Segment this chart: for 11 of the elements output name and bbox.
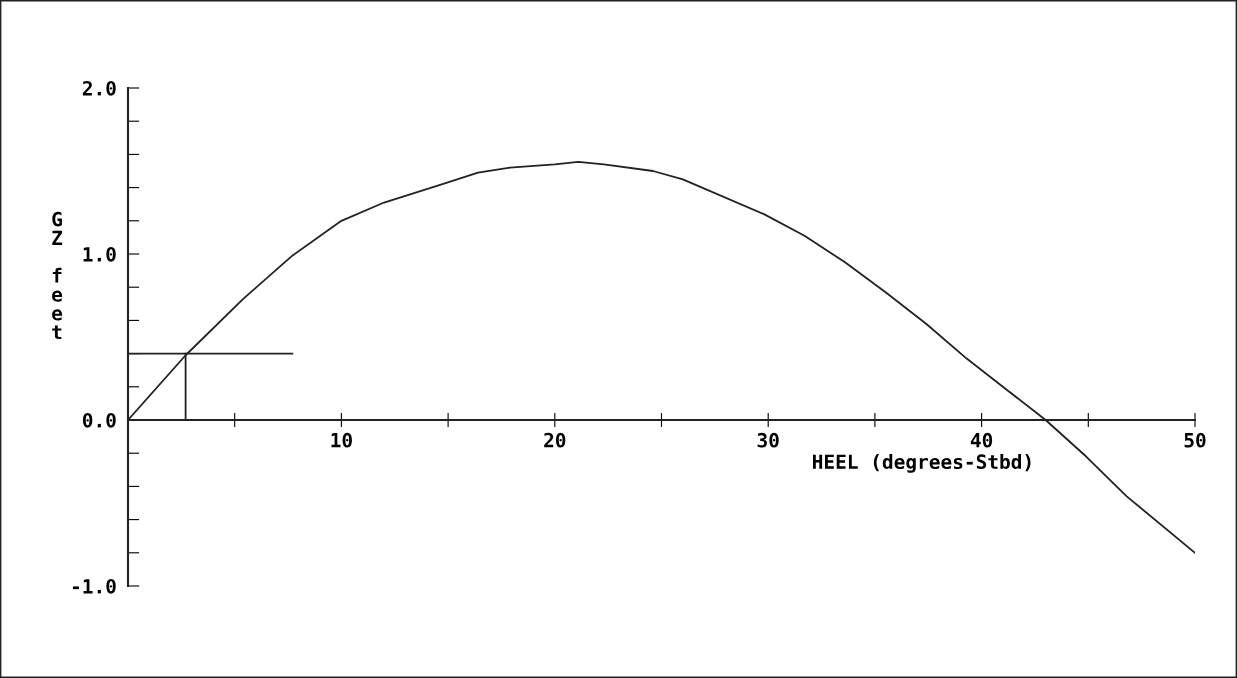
y-axis-title: GZ feet xyxy=(52,211,63,340)
x-tick-label: 40 xyxy=(970,432,993,448)
x-axis-title: HEEL (degrees-Stbd) xyxy=(813,454,1031,473)
y-tick-label: -1.0 xyxy=(72,578,116,594)
y-tick-label: 2.0 xyxy=(82,80,116,96)
x-tick-label: 10 xyxy=(331,432,352,448)
x-tick-label: 30 xyxy=(757,432,779,448)
x-tick-label: 50 xyxy=(1184,432,1206,448)
y-tick-label: 0.0 xyxy=(82,412,116,428)
y-tick-label: 1.0 xyxy=(83,246,116,262)
x-tick-label: 20 xyxy=(544,432,566,448)
